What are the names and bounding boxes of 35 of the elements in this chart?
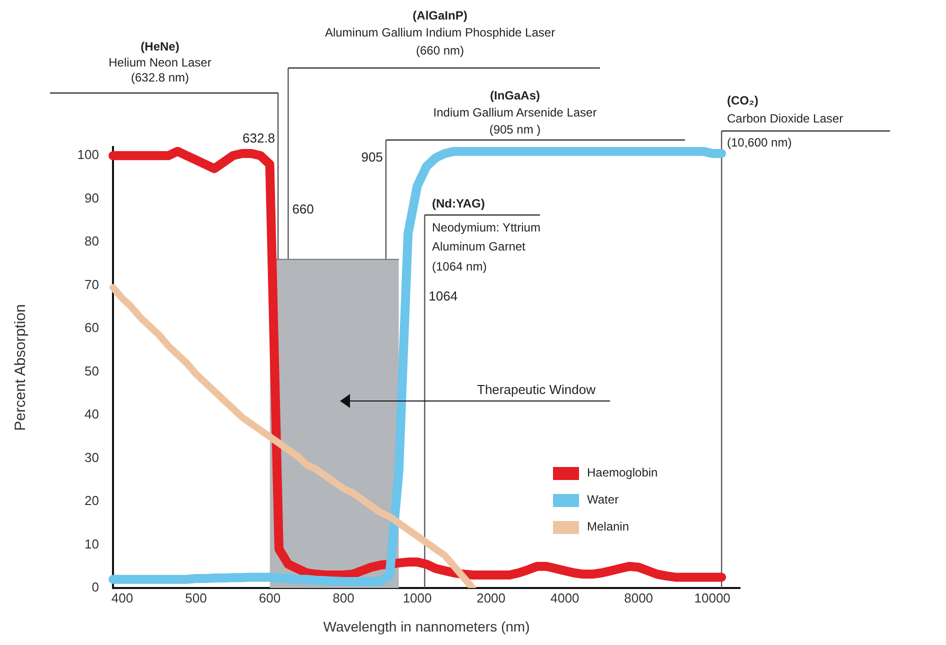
annotation: Therapeutic Window [477, 382, 596, 398]
x-tick-label: 10000 [694, 590, 730, 606]
annotation: (CO₂) Carbon Dioxide Laser (10,600 nm) [727, 93, 844, 150]
text: (HeNe) Helium Neon Laser (632.8 nm) [108, 39, 212, 84]
x-axis-title: Wavelength in nannometers (nm) [323, 618, 530, 634]
x-tick-label: 600 [258, 590, 281, 606]
y-tick-label: 10 [84, 536, 99, 552]
x-tick-label: 8000 [624, 590, 654, 606]
x-tick-label: 800 [332, 590, 354, 606]
x-tick-label: 500 [185, 590, 207, 606]
x-tick-label: 400 [111, 590, 134, 606]
text: (AlGaInP) Aluminum Gallium Indium Phosphide Laser (660 nm) [324, 8, 556, 58]
y-tick-label: 30 [84, 450, 99, 465]
y-tick-label: 90 [84, 190, 99, 206]
y-tick-label: 0 [92, 580, 99, 595]
x-tick-label: 2000 [476, 590, 506, 606]
y-tick-label: 100 [77, 147, 99, 162]
legend-label: Haemoglobin [587, 465, 658, 480]
y-tick-label: 80 [84, 234, 99, 249]
annotation: 1064 [428, 288, 458, 304]
y-tick-label: 20 [84, 493, 99, 508]
y-tick-label: 40 [84, 406, 99, 422]
y-tick-label: 60 [84, 320, 99, 336]
legend-label: Melanin [587, 519, 630, 534]
x-tick-label: 1000 [402, 590, 432, 606]
y-tick-label: 70 [84, 276, 99, 292]
y-axis-title: Percent Absorption [12, 304, 30, 431]
annotation: (Nd:YAG) Neodymium: Yttrium Aluminum Garnet (1064 nm) [432, 196, 540, 274]
legend-label: Water [587, 492, 619, 506]
annotation: 660 [292, 202, 314, 217]
text: (InGaAs) Indium Gallium Arsenide Laser (905 nm ) [433, 88, 597, 136]
y-tick-label: 50 [84, 363, 99, 378]
x-tick-label: 4000 [550, 590, 580, 606]
text: 632.8 [242, 130, 276, 146]
annotation: 905 [361, 150, 383, 165]
